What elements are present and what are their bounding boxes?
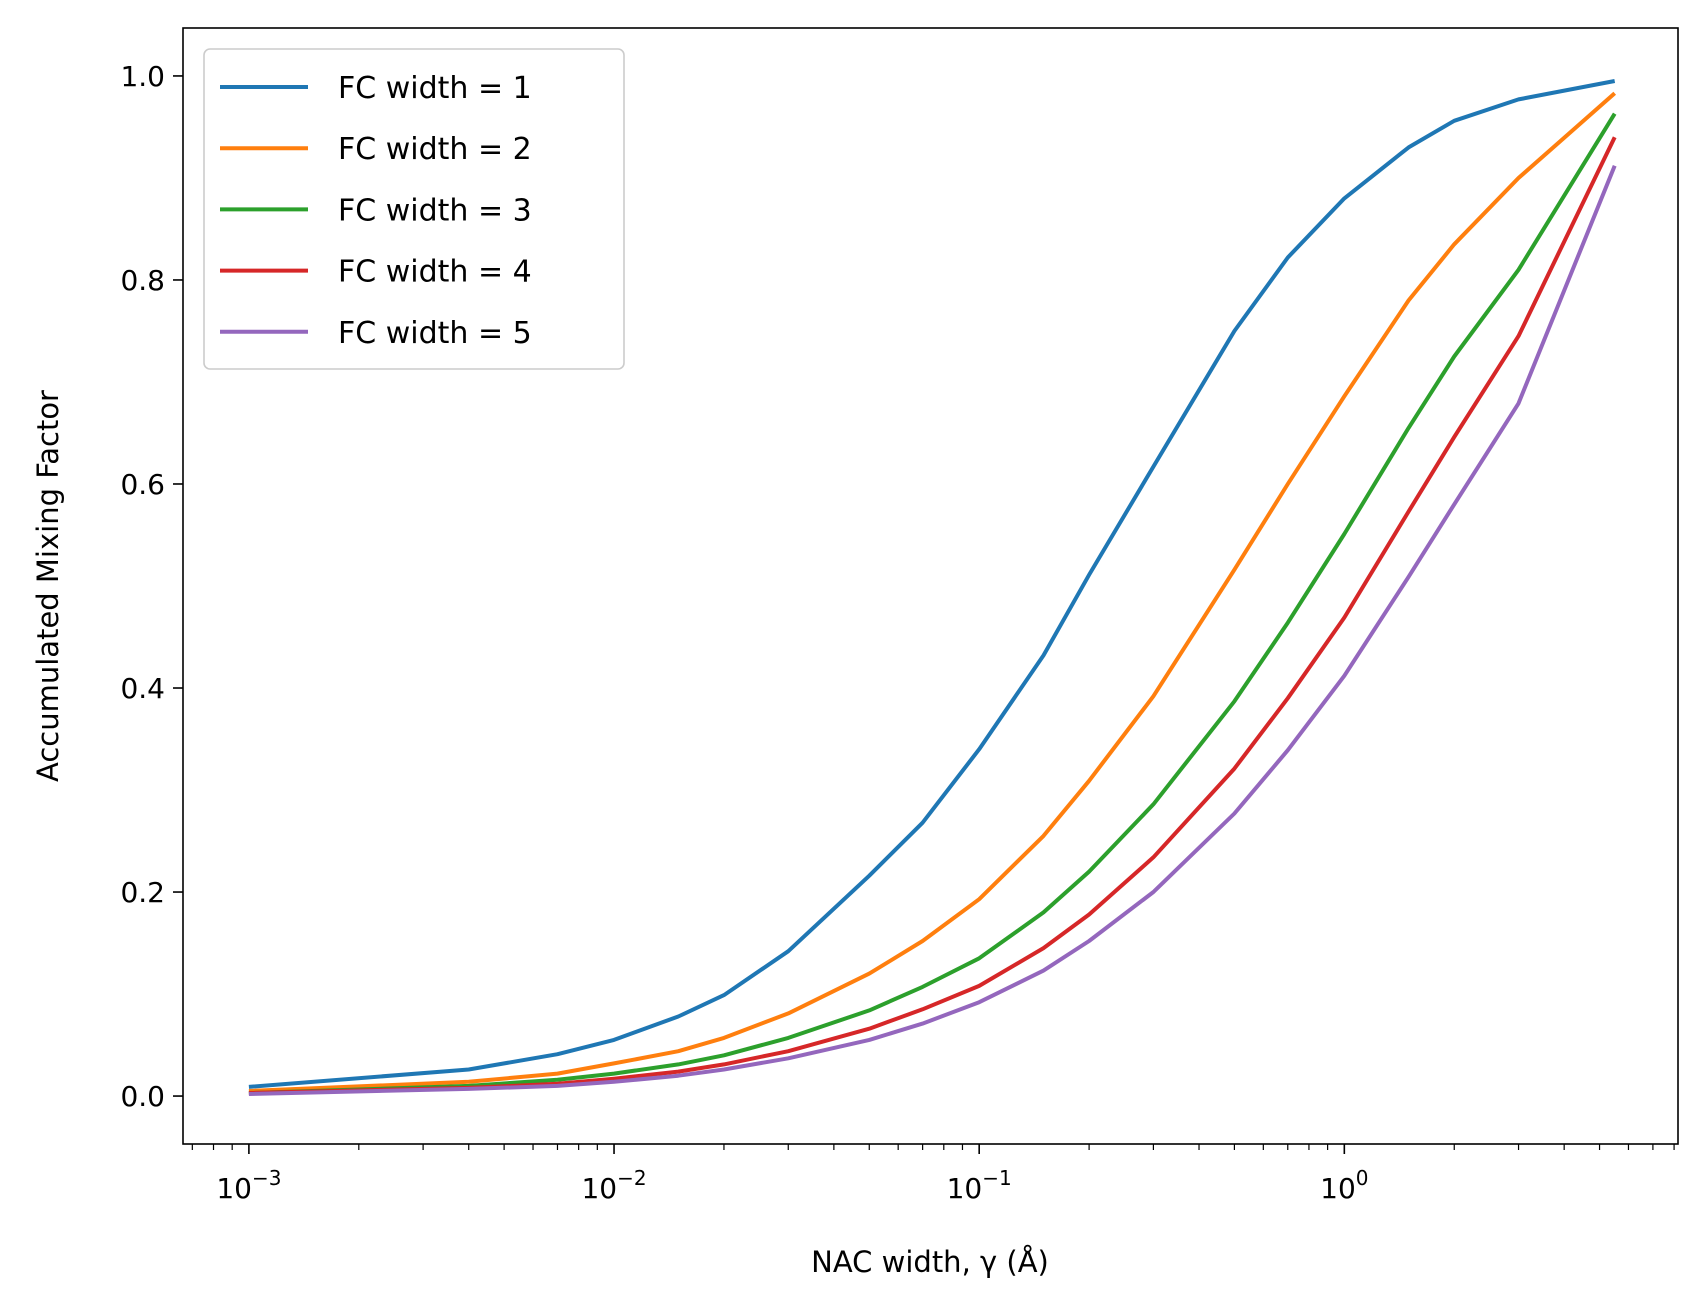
y-tick-label: 0.6 [120, 468, 165, 501]
x-tick-label: 10−2 [581, 1166, 646, 1205]
y-tick-label: 1.0 [120, 60, 165, 93]
y-axis-label: Accumulated Mixing Factor [31, 390, 65, 782]
legend-label-2: FC width = 2 [338, 132, 532, 167]
legend-label-1: FC width = 1 [338, 71, 532, 106]
y-tick-label: 0.2 [120, 876, 165, 909]
series-line-4 [248, 136, 1617, 1095]
series-line-1 [248, 79, 1616, 1089]
series-group [248, 79, 1617, 1096]
x-tick-label: 100 [1320, 1166, 1368, 1205]
x-axis: 10−3 10−2 10−1 100 [191, 1144, 1675, 1205]
legend-label-4: FC width = 4 [338, 255, 532, 290]
x-axis-label: NAC width, γ (Å) [811, 1245, 1049, 1279]
series-line-3 [248, 112, 1617, 1095]
legend-box [203, 48, 625, 370]
y-axis: 0.0 0.2 0.4 0.6 0.8 1.0 [120, 60, 183, 1113]
x-tick-label: 10−3 [216, 1166, 281, 1205]
y-tick-label: 0.4 [120, 672, 165, 705]
plot-frame [182, 27, 1679, 1145]
series-line-2 [248, 91, 1617, 1093]
x-tick-label: 10−1 [947, 1166, 1012, 1205]
legend-label-3: FC width = 3 [338, 193, 532, 228]
legend-label-5: FC width = 5 [338, 316, 532, 351]
y-tick-label: 0.0 [120, 1080, 165, 1113]
legend: FC width = 1 FC width = 2 FC width = 3 FC w… [203, 48, 625, 370]
series-line-5 [248, 164, 1617, 1096]
y-tick-label: 0.8 [120, 264, 165, 297]
